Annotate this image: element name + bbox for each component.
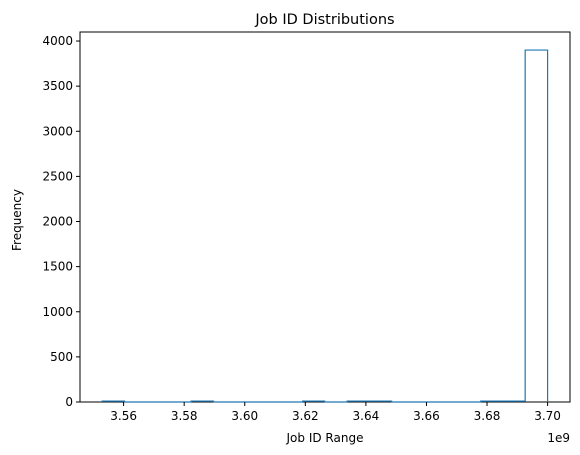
y-tick-label: 1000 — [42, 305, 73, 319]
y-tick-label: 3000 — [42, 124, 73, 138]
x-tick-label: 3.64 — [353, 409, 380, 423]
histogram-outline — [101, 49, 549, 403]
y-tick-label: 0 — [65, 395, 73, 409]
plot-frame — [79, 31, 571, 403]
y-tick-label: 1500 — [42, 260, 73, 274]
histogram-bin-4 — [191, 401, 213, 402]
y-tick-label: 2000 — [42, 215, 73, 229]
x-tick-label: 3.60 — [231, 409, 258, 423]
x-tick-label: 3.62 — [292, 409, 319, 423]
x-tick-label: 3.58 — [171, 409, 198, 423]
histogram-bin-11 — [347, 401, 369, 402]
x-axis-label: Job ID Range — [286, 431, 364, 445]
histogram-bin-0 — [102, 401, 124, 402]
x-tick-label: 3.66 — [413, 409, 440, 423]
histogram-bin-9 — [303, 401, 325, 402]
histogram-bin-19 — [525, 50, 547, 402]
y-axis: 0 500 1000 1500 2000 2500 3000 3500 4000 — [42, 34, 80, 409]
plot-area — [79, 31, 571, 403]
x-tick-label: 3.68 — [474, 409, 501, 423]
chart-title: Job ID Distributions — [254, 12, 394, 28]
x-tick-label: 3.56 — [110, 409, 137, 423]
y-tick-label: 2500 — [42, 169, 73, 183]
y-axis-label: Frequency — [10, 189, 24, 251]
histogram-step — [101, 49, 549, 403]
y-tick-label: 500 — [50, 350, 73, 364]
histogram-bin-17 — [481, 401, 503, 402]
x-axis: 3.56 3.58 3.60 3.62 3.64 3.66 3.68 3.70 — [110, 402, 561, 423]
x-tick-label: 3.70 — [534, 409, 561, 423]
y-tick-label: 4000 — [42, 34, 73, 48]
histogram-bin-12 — [369, 401, 391, 402]
histogram-bin-18 — [503, 401, 525, 402]
x-offset-label: 1e9 — [547, 431, 570, 445]
y-tick-label: 3500 — [42, 79, 73, 93]
